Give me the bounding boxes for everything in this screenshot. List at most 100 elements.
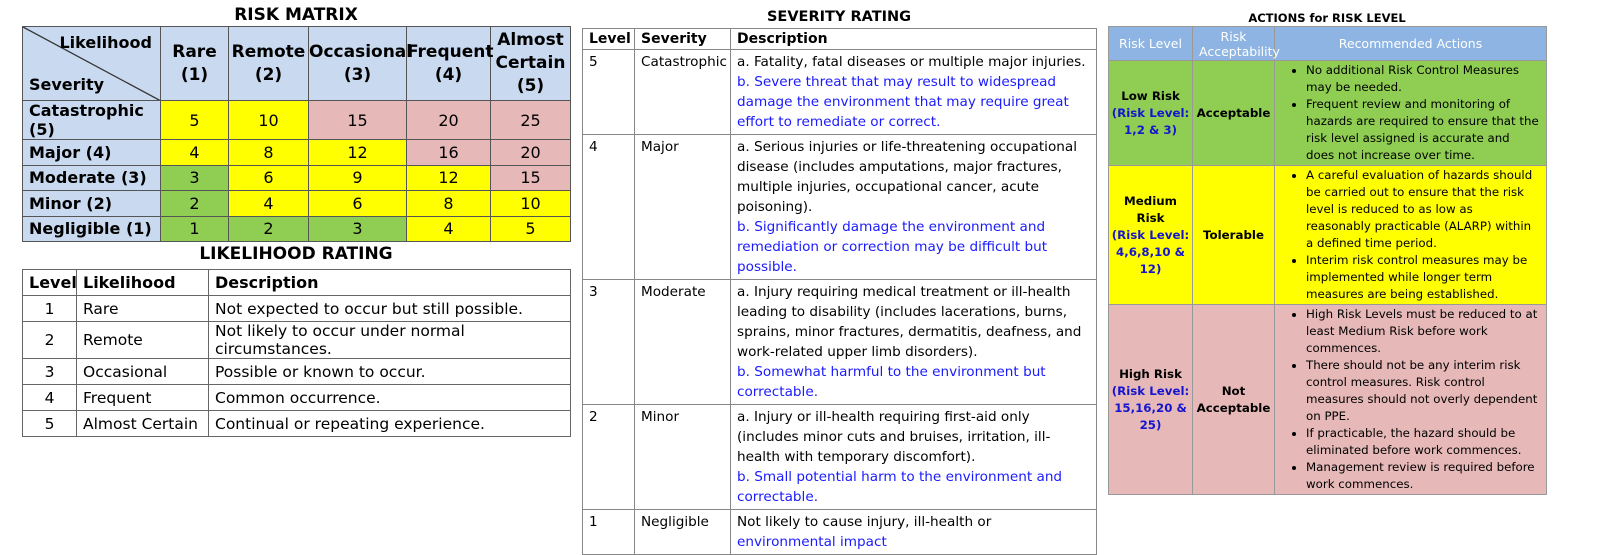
action-item: Management review is required before wor… (1306, 459, 1539, 493)
likelihood-header-num: (1) (180, 64, 209, 85)
actions-list: No additional Risk Control Measures may … (1276, 62, 1545, 164)
severity-description: a. Injury or ill-health requiring first-… (730, 404, 1097, 510)
likelihood-name: Occasional (76, 358, 209, 385)
severity-level: 1 (582, 509, 635, 555)
actions-col-risk-level: Risk Level (1108, 26, 1193, 61)
likelihood-row: 5 Almost Certain Continual or repeating ex… (22, 410, 571, 437)
severity-desc-a: a. Injury or ill-health requiring first-… (737, 409, 1051, 465)
severity-col-severity: Severity (634, 28, 731, 50)
likelihood-description: Continual or repeating experience. (208, 410, 571, 437)
severity-level: 4 (582, 134, 635, 280)
risk-score-cell: 4 (228, 190, 309, 217)
likelihood-header-name: Almost Certain (495, 30, 566, 73)
likelihood-col-likelihood: Likelihood (76, 269, 209, 296)
risk-score-cell: 4 (406, 215, 491, 242)
risk-score-cell: 2 (228, 215, 309, 242)
corner-severity-label: Severity (29, 75, 105, 94)
risk-score-cell: 12 (308, 139, 407, 166)
severity-row: 3 Moderate a. Injury requiring medical tre… (582, 279, 1097, 405)
severity-rating-title: SEVERITY RATING (766, 9, 912, 25)
severity-desc-a: Not likely to cause injury, ill-health o… (737, 514, 992, 530)
severity-description: Not likely to cause injury, ill-health o… (730, 509, 1097, 555)
likelihood-header-rare: Rare (1) (160, 26, 229, 101)
likelihood-col-description: Description (208, 269, 571, 296)
likelihood-header-num: (3) (343, 64, 372, 85)
severity-description: a. Serious injuries or life-threatening … (730, 134, 1097, 280)
actions-table: Risk Level Risk Acceptability Recommende… (1108, 26, 1547, 495)
risk-score-cell: 8 (406, 190, 491, 217)
action-item: High Risk Levels must be reduced to at l… (1306, 306, 1539, 357)
risk-matrix-table: Likelihood Severity Rare (1) Remote (2) … (22, 26, 571, 242)
likelihood-level: 3 (22, 358, 77, 385)
risk-score-cell: 3 (308, 215, 407, 242)
risk-level-cell: Low Risk (Risk Level: 1,2 & 3) (1108, 60, 1193, 166)
likelihood-header-almost-certain: Almost Certain (5) (490, 26, 571, 101)
severity-description: a. Injury requiring medical treatment or… (730, 279, 1097, 405)
severity-desc-b: b. Somewhat harmful to the environment b… (737, 364, 1046, 400)
likelihood-header-occasional: Occasional (3) (308, 26, 413, 101)
action-item: If practicable, the hazard should be eli… (1306, 425, 1539, 459)
likelihood-header-name: Rare (172, 41, 217, 62)
likelihood-header-frequent: Frequent (4) (406, 26, 494, 101)
risk-level-detail: (Risk Level: 15,16,20 & 25) (1111, 383, 1190, 432)
severity-name: Moderate (634, 279, 731, 405)
risk-level-cell: Medium Risk (Risk Level: 4,6,8,10 & 12) (1108, 165, 1193, 305)
likelihood-rating-table: Level Likelihood Description 1 Rare Not ex… (22, 269, 571, 437)
likelihood-header-remote: Remote (2) (228, 26, 309, 101)
likelihood-row: 3 Occasional Possible or known to occur. (22, 358, 571, 385)
likelihood-row: 1 Rare Not expected to occur but still pos… (22, 295, 571, 322)
risk-score-cell: 12 (406, 164, 491, 191)
severity-row: 1 Negligible Not likely to cause injury, i… (582, 509, 1097, 555)
severity-row: 4 Major a. Serious injuries or life-threat… (582, 134, 1097, 280)
action-item: There should not be any interim risk con… (1306, 357, 1539, 425)
actions-row: Medium Risk (Risk Level: 4,6,8,10 & 12) To… (1108, 165, 1547, 305)
severity-level: 5 (582, 49, 635, 135)
likelihood-description: Common occurrence. (208, 384, 571, 411)
corner-likelihood-label: Likelihood (59, 33, 152, 52)
severity-row-label: Minor (2) (22, 190, 161, 217)
severity-desc-a: a. Serious injuries or life-threatening … (737, 139, 1077, 215)
severity-name: Major (634, 134, 731, 280)
severity-col-level: Level (582, 28, 635, 50)
likelihood-name: Rare (76, 295, 209, 322)
likelihood-name: Almost Certain (76, 410, 209, 437)
severity-name: Negligible (634, 509, 731, 555)
likelihood-header-name: Occasional (309, 41, 413, 62)
risk-score-cell: 5 (490, 215, 571, 242)
recommended-actions: High Risk Levels must be reduced to at l… (1274, 304, 1547, 495)
recommended-actions: No additional Risk Control Measures may … (1274, 60, 1547, 166)
severity-row-label: Moderate (3) (22, 164, 161, 191)
risk-score-cell: 15 (490, 164, 571, 191)
severity-desc-b: b. Severe threat that may result to wide… (737, 74, 1069, 130)
matrix-row: Major (4) 4 8 12 16 20 (22, 139, 571, 166)
likelihood-level: 5 (22, 410, 77, 437)
severity-desc-a: a. Fatality, fatal diseases or multiple … (737, 54, 1086, 70)
actions-col-acceptability: Risk Acceptability (1192, 26, 1280, 61)
risk-acceptability: Tolerable (1192, 165, 1275, 305)
likelihood-row: 4 Frequent Common occurrence. (22, 384, 571, 411)
risk-score-cell: 2 (160, 190, 229, 217)
matrix-row: Catastrophic (5) 5 10 15 20 25 (22, 100, 571, 140)
likelihood-level: 2 (22, 321, 77, 359)
likelihood-rating-title: LIKELIHOOD RATING (199, 244, 393, 264)
likelihood-header-name: Frequent (407, 41, 494, 62)
risk-score-cell: 3 (160, 164, 229, 191)
severity-desc-b: b. Small potential harm to the environme… (737, 469, 1063, 505)
likelihood-name: Remote (76, 321, 209, 359)
risk-score-cell: 8 (228, 139, 309, 166)
risk-level-detail: (Risk Level: 1,2 & 3) (1111, 105, 1190, 137)
risk-score-cell: 25 (490, 100, 571, 140)
severity-col-description: Description (730, 28, 1097, 50)
risk-score-cell: 15 (308, 100, 407, 140)
recommended-actions: A careful evaluation of hazards should b… (1274, 165, 1547, 305)
likelihood-level: 4 (22, 384, 77, 411)
risk-level-name: Medium Risk (1124, 193, 1177, 225)
risk-score-cell: 16 (406, 139, 491, 166)
actions-row: High Risk (Risk Level: 15,16,20 & 25) Not … (1108, 304, 1547, 495)
risk-acceptability: Acceptable (1192, 60, 1275, 166)
risk-score-cell: 10 (490, 190, 571, 217)
likelihood-header-num: (2) (254, 64, 283, 85)
matrix-corner-header: Likelihood Severity (22, 26, 161, 101)
likelihood-header-num: (5) (516, 76, 545, 96)
actions-row: Low Risk (Risk Level: 1,2 & 3)Acceptable N… (1108, 60, 1547, 166)
